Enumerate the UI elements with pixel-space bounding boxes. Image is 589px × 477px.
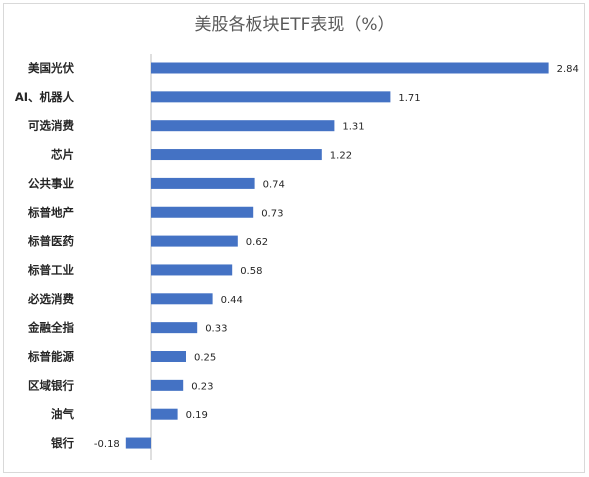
category-labels: 美国光伏 AI、机器人可选消费芯片公共事业标普地产标普医药标普工业必选消费金融全指… (15, 61, 75, 450)
value-label-8: 0.58 (240, 266, 262, 277)
value-labels: 2.84 1.71 1.31 1.22 0.74 0.73 0.62 0.58 0.44 0.33… (94, 64, 579, 450)
value-label-11: 0.25 (194, 353, 216, 364)
value-label-12: 0.23 (191, 381, 213, 392)
bar-10 (151, 322, 198, 334)
value-label-14: -0.18 (94, 439, 120, 450)
value-label-13: 0.19 (186, 410, 208, 421)
category-label-6: 标普地产 (27, 205, 74, 219)
category-label-7: 标普医药 (27, 234, 74, 248)
value-label-10: 0.33 (205, 324, 227, 335)
category-label-4: 芯片 (51, 148, 74, 162)
bar-8 (151, 264, 233, 276)
category-label-11: 标普能源 (27, 350, 74, 364)
bar-2 (151, 91, 391, 103)
value-label-2: 1.71 (398, 93, 420, 104)
category-label-12: 区域银行 (28, 378, 74, 392)
category-label-9: 必选消费 (27, 292, 74, 306)
category-label-8: 标普工业 (27, 263, 74, 277)
chart-frame (3, 3, 585, 473)
bar-6 (151, 206, 254, 218)
bar-13 (151, 408, 178, 420)
category-label-14: 银行 (51, 436, 74, 450)
value-label-6: 0.73 (261, 208, 283, 219)
value-label-7: 0.62 (246, 237, 268, 248)
category-label-2: AI、机器人 (15, 90, 75, 104)
category-label-5: 公共事业 (28, 176, 74, 190)
category-label-13: 油气 (51, 407, 74, 421)
bar-1 (151, 62, 549, 74)
bar-12 (151, 379, 184, 391)
chart-title: 美股各板块ETF表现（%） (194, 15, 395, 35)
value-label-3: 1.31 (342, 122, 364, 133)
value-label-5: 0.74 (263, 179, 285, 190)
bar-7 (151, 235, 238, 247)
bar-14 (125, 437, 151, 449)
bar-5 (151, 177, 255, 189)
bar-4 (151, 149, 322, 161)
category-label-10: 金融全指 (27, 321, 74, 335)
value-label-4: 1.22 (330, 151, 352, 162)
bar-3 (151, 120, 335, 132)
bars-group (125, 62, 549, 449)
value-label-1: 2.84 (557, 64, 579, 75)
bar-9 (151, 293, 213, 305)
bar-11 (151, 351, 186, 362)
category-label-1: 美国光伏 (28, 61, 74, 75)
category-label-3: 可选消费 (28, 119, 74, 133)
value-label-9: 0.44 (221, 295, 243, 306)
